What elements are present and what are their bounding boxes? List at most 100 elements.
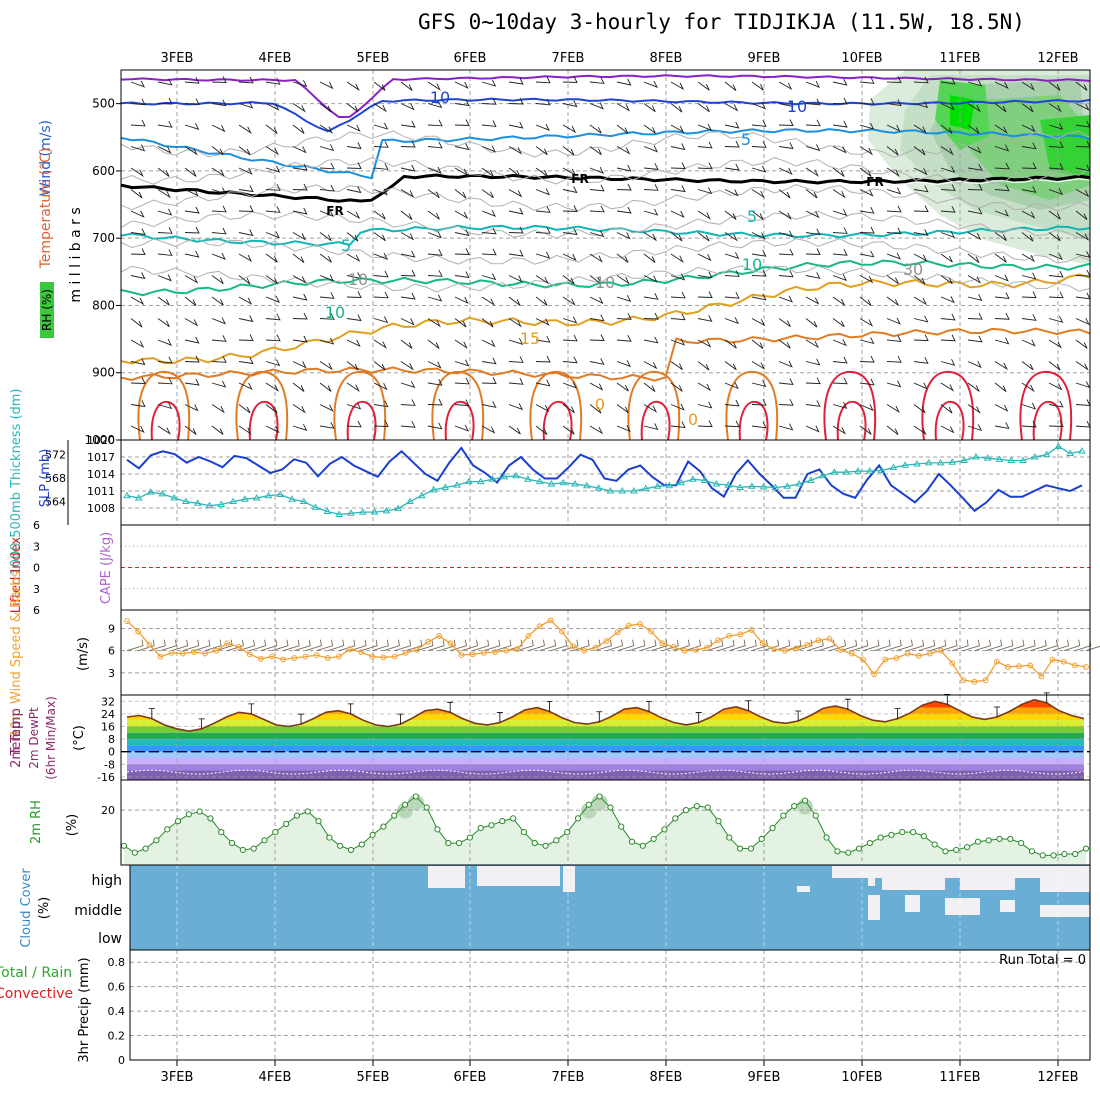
surface-contour-1 <box>235 370 289 441</box>
wind-barb <box>589 296 604 305</box>
wind-barb <box>724 103 739 112</box>
cloud-gap <box>905 895 920 912</box>
rh2m-point <box>228 839 236 847</box>
rh2m-point <box>931 841 938 848</box>
wind-barb <box>616 313 632 320</box>
wind-barb <box>670 162 686 169</box>
wind-barb <box>184 296 197 306</box>
thickness-point <box>571 479 579 487</box>
temp-minmax-whisker <box>745 700 752 711</box>
wind-barb <box>913 315 929 323</box>
wind-barb <box>697 291 713 298</box>
surface-contour-inner-7 <box>836 400 867 441</box>
wind-barb <box>724 339 737 349</box>
wind10m-barb <box>762 639 780 652</box>
wind-barb <box>157 318 170 328</box>
wind10m-barb <box>996 639 1014 652</box>
wind-barb <box>346 103 359 113</box>
wind-barb <box>670 210 685 218</box>
wind-barb <box>427 210 440 220</box>
wind-barb <box>211 124 226 133</box>
thickness-point <box>382 506 391 514</box>
thickness-point <box>582 481 591 489</box>
wind10m-point <box>1071 662 1078 669</box>
wind-barb <box>832 248 848 256</box>
surface-contour-inner-3 <box>444 400 475 441</box>
wind-barb <box>778 360 793 368</box>
thickness-point <box>453 481 462 488</box>
rh2m-point <box>877 834 884 841</box>
wind-barb <box>589 102 604 110</box>
wind-barb <box>400 232 415 241</box>
wind-barb <box>535 296 548 306</box>
wind10m-point <box>715 637 721 644</box>
wind-barb <box>994 404 1009 412</box>
wind-barb <box>805 167 819 177</box>
wind-barb <box>913 205 929 212</box>
rh2m-point <box>531 839 538 847</box>
wind-barb <box>130 98 146 106</box>
wind-barb <box>265 231 280 239</box>
cloud-row-label-low: low <box>98 931 122 947</box>
wind-barb <box>724 270 740 277</box>
wind10m-barb <box>617 639 635 652</box>
thickness-point <box>488 475 497 482</box>
wind10m-barb <box>1063 639 1081 652</box>
cloud-gap <box>1040 878 1090 892</box>
rh2m-point <box>942 848 949 855</box>
wind-barb <box>400 380 416 388</box>
wind-barb <box>292 124 305 134</box>
rh2m-point <box>1018 839 1025 847</box>
wind10m-barb <box>795 639 813 652</box>
cloud-gap <box>1040 905 1090 917</box>
wind-barb <box>670 338 686 346</box>
wind-barb <box>562 205 578 212</box>
wind-barb <box>319 337 335 345</box>
wind-barb <box>724 251 740 259</box>
rh2m-point <box>164 826 171 833</box>
wind-barb <box>238 185 254 193</box>
wind-barb <box>562 275 575 285</box>
cloud-gap <box>882 878 945 890</box>
wind-barb <box>373 232 386 242</box>
rh2m-point <box>315 818 322 825</box>
surface-contour-inner-6 <box>738 400 769 441</box>
wind-barb <box>508 146 523 155</box>
thickness-point <box>913 460 921 467</box>
wind-barb <box>643 404 658 413</box>
rh2m-point <box>553 837 560 844</box>
wind-barb <box>1021 103 1034 113</box>
wind-barb <box>967 253 980 263</box>
wind-barb <box>1048 253 1063 261</box>
wind-barb <box>508 425 521 435</box>
rh2m-point <box>996 835 1003 843</box>
surface-contour-4 <box>529 370 583 441</box>
wind10m-point <box>804 641 811 648</box>
wind-barb <box>805 425 820 433</box>
rh2m-point <box>726 834 733 841</box>
wind10m-point <box>737 631 744 638</box>
wind10m-barb <box>282 639 300 652</box>
wind-barb <box>211 356 227 363</box>
wind-barb <box>751 398 767 406</box>
wind-barb <box>1075 317 1090 326</box>
rh2m-point <box>272 828 279 836</box>
wind-barb <box>886 296 899 306</box>
wind-barb <box>238 205 254 212</box>
contour-label: 10 <box>742 255 762 274</box>
label-millibars: m i l l i b a r s <box>68 207 84 302</box>
rh2m-point <box>369 831 376 838</box>
li-tick-label: 0 <box>33 562 40 575</box>
wind-barb <box>859 337 875 344</box>
wind-barb <box>481 98 497 105</box>
date-label-top: 9FEB <box>748 51 781 66</box>
label-rh: RH (%) <box>40 289 54 331</box>
temp-minmax-whisker <box>546 701 553 712</box>
wind-barb <box>562 253 577 261</box>
date-label-top: 11FEB <box>939 51 980 66</box>
wind-barb <box>130 358 146 366</box>
rh-legend-swatch <box>40 282 54 338</box>
wind-barb <box>535 146 548 156</box>
wind-barb <box>535 123 550 131</box>
rh2m-point <box>1072 850 1079 858</box>
